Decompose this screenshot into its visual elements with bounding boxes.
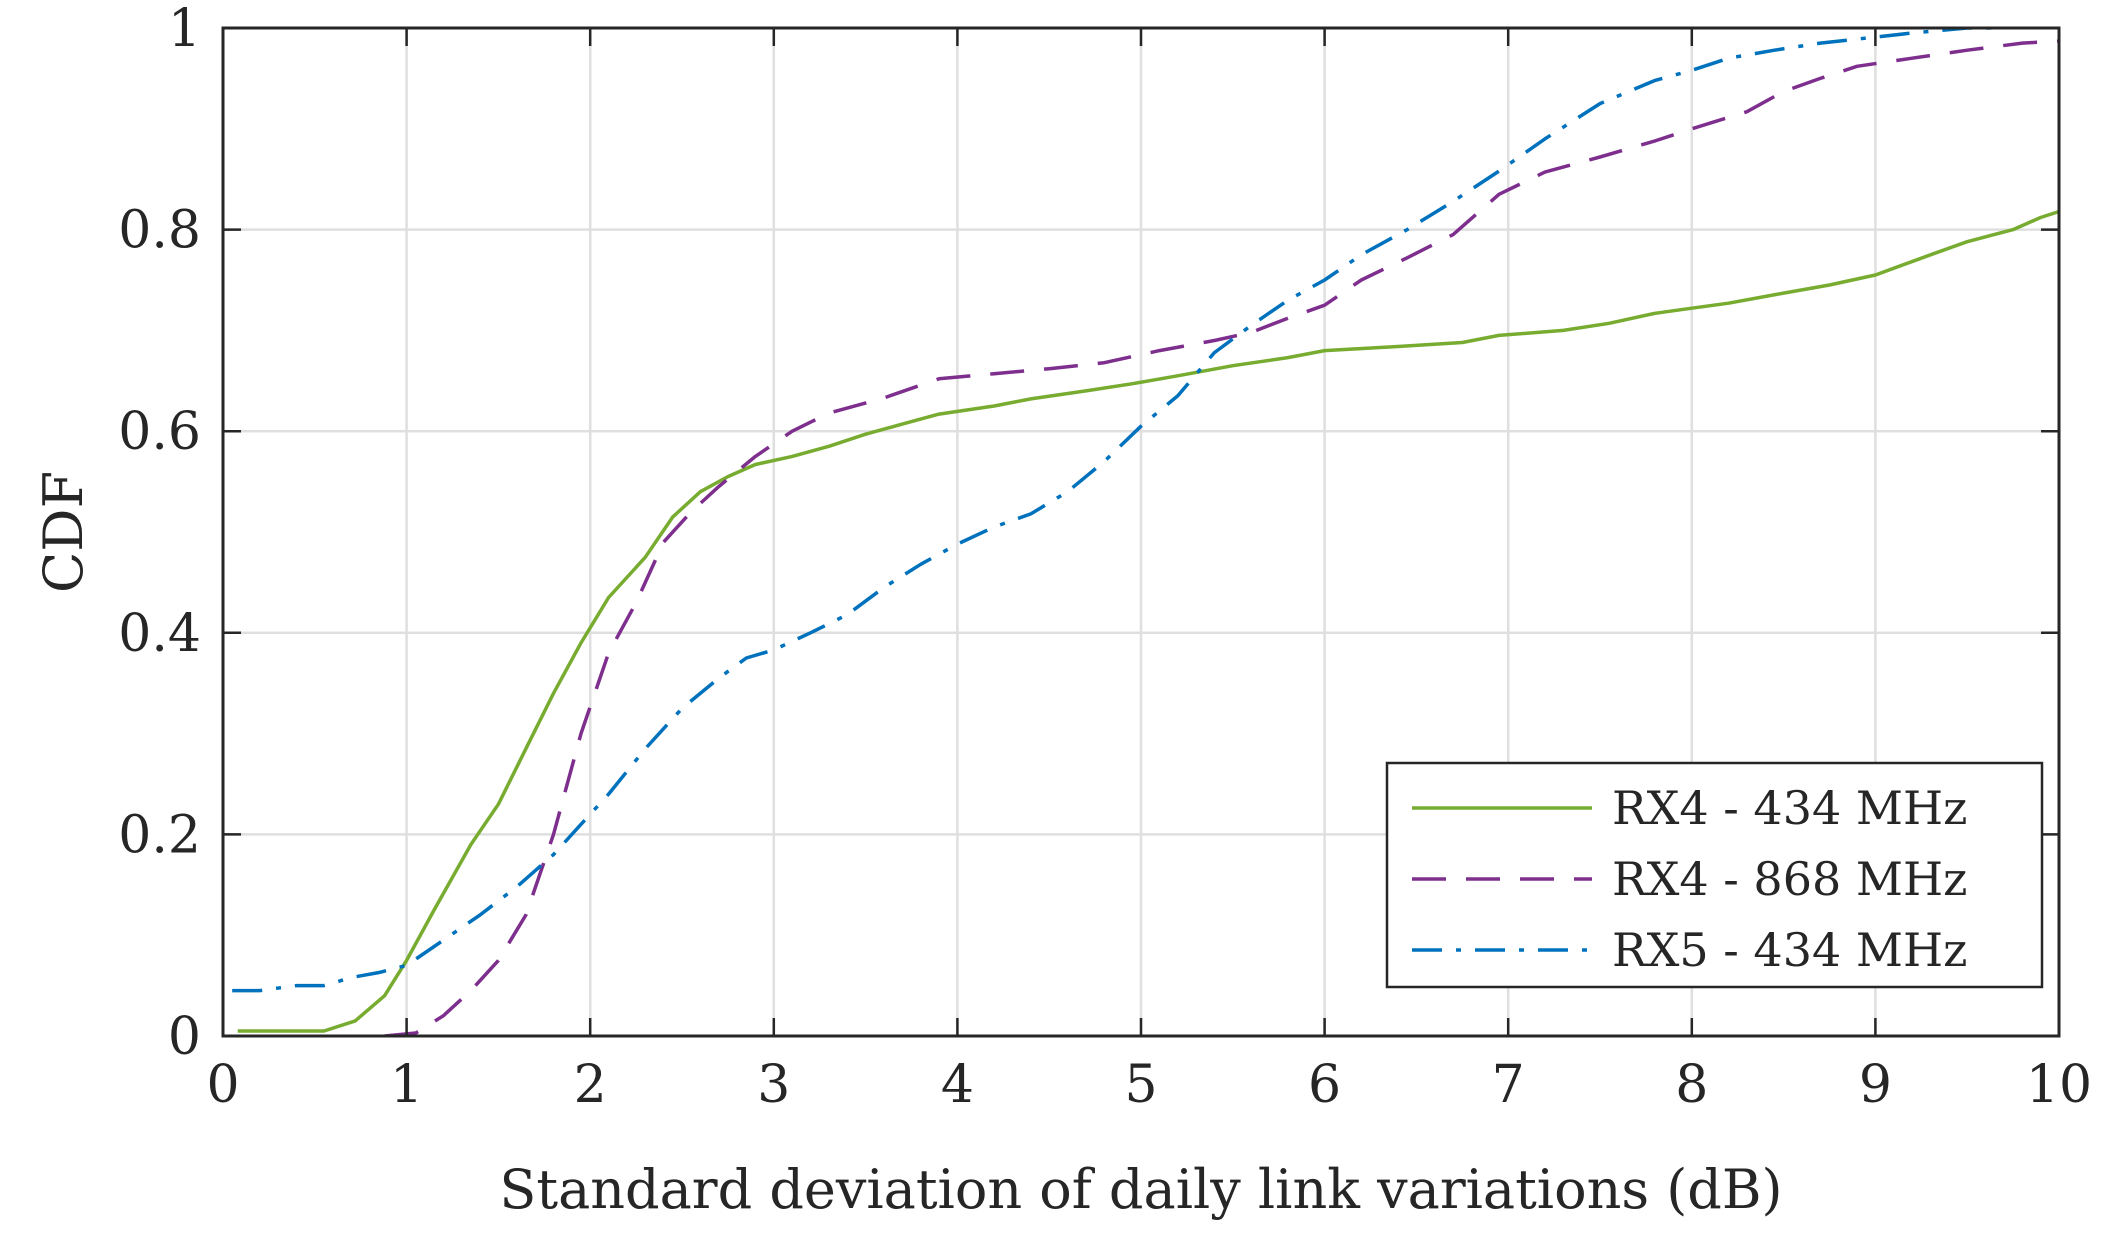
- x-tick-label: 7: [1492, 1055, 1525, 1115]
- y-tick-label: 1: [168, 0, 201, 59]
- series-line-rx4-434-mhz: [237, 209, 2059, 1033]
- x-tick-label: 8: [1675, 1055, 1708, 1115]
- y-tick-label: 0.8: [118, 201, 201, 261]
- x-tick-label: 9: [1859, 1055, 1892, 1115]
- legend-label: RX4 - 434 MHz: [1612, 781, 1967, 835]
- axis-ticks: [221, 26, 2061, 1038]
- x-tick-label: 3: [757, 1055, 790, 1115]
- x-tick-label: 5: [1124, 1055, 1157, 1115]
- y-tick-label: 0.4: [118, 604, 201, 664]
- x-tick-label: 0: [206, 1055, 239, 1115]
- y-axis-label: CDF: [32, 471, 95, 593]
- legend-label: RX4 - 868 MHz: [1612, 852, 1967, 906]
- x-tick-labels: 0 1 2 3 4 5 6 7 8 9 10: [206, 1055, 2092, 1115]
- legend-label: RX5 - 434 MHz: [1612, 923, 1967, 977]
- x-tick-label: 6: [1308, 1055, 1341, 1115]
- series-line-rx5-434-mhz: [232, 28, 2004, 993]
- y-tick-labels: 0 0.2 0.4 0.6 0.8 1: [118, 0, 201, 1067]
- y-tick-label: 0.6: [118, 402, 201, 462]
- y-tick-label: 0.2: [118, 805, 201, 865]
- series-lines: [232, 28, 2059, 1036]
- x-tick-label: 1: [390, 1055, 423, 1115]
- x-tick-label: 10: [2026, 1055, 2092, 1115]
- legend: RX4 - 434 MHz RX4 - 868 MHz RX5 - 434 MHz: [1385, 761, 2044, 989]
- series-line-rx4-868-mhz: [384, 39, 2059, 1036]
- y-tick-label: 0: [168, 1007, 201, 1067]
- x-tick-label: 4: [941, 1055, 974, 1115]
- x-axis-label: Standard deviation of daily link variati…: [499, 1158, 1782, 1221]
- x-tick-label: 2: [574, 1055, 607, 1115]
